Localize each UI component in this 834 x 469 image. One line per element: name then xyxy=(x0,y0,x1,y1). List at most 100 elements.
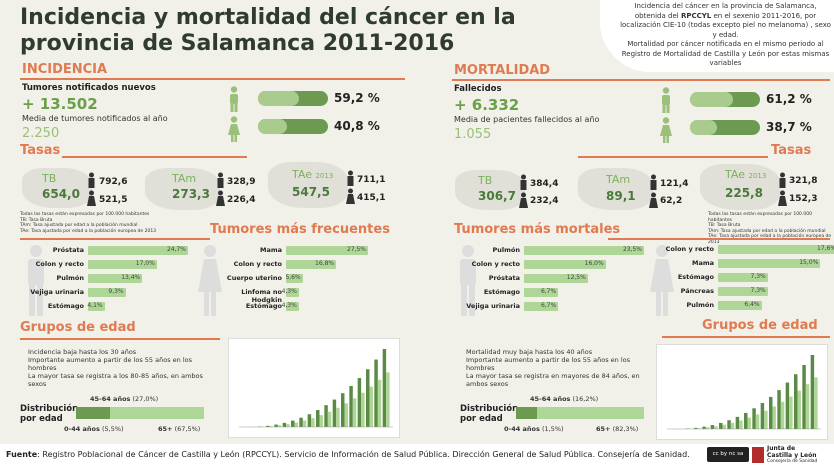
mor-grupos-header: Grupos de edad xyxy=(702,318,818,333)
tumor-label: Estómago xyxy=(245,302,282,310)
logo-line3: Consejería de Sanidad xyxy=(767,459,818,464)
incidencia-male-bar xyxy=(258,91,328,106)
tumor-bar: 9,3% xyxy=(88,288,126,297)
age-bar xyxy=(349,386,353,427)
inc-tb-label: TB xyxy=(42,172,57,185)
mor-dist-bar-45-64 xyxy=(516,407,537,419)
tumor-bar: 13,4% xyxy=(88,274,143,283)
inc-tasas-note4: TAe: Tasa ajustada por edad a la poblaci… xyxy=(20,228,157,234)
mortalidad-total: + 6.332 xyxy=(454,96,520,114)
tumor-bar: 4,3% xyxy=(282,288,299,297)
tumor-pct: 4,1% xyxy=(87,302,103,309)
mortalidad-media: 1.055 xyxy=(454,127,492,142)
mor-d1: 45-64 años xyxy=(530,395,571,403)
footer-source: Fuente: Registro Poblacional de Cáncer d… xyxy=(6,450,690,459)
incidencia-female-bar xyxy=(258,119,328,134)
tumor-bar: 17,0% xyxy=(88,260,157,269)
world-map-icon xyxy=(145,168,220,210)
mortalidad-male-bar xyxy=(690,92,760,107)
tumor-label: Próstata xyxy=(488,274,520,282)
inc-grupos-list: Incidencia baja hasta los 30 años Import… xyxy=(28,348,218,388)
tumor-pct: 24,7% xyxy=(166,246,186,253)
world-map-icon xyxy=(268,162,348,208)
mor-d2v: (1,5%) xyxy=(541,425,564,433)
incidencia-media-label-text: Media de tumores notificados al año xyxy=(22,114,168,123)
male-female-icon xyxy=(519,174,528,208)
incidencia-media: 2.250 xyxy=(22,126,60,141)
age-bar xyxy=(327,411,332,427)
inc-dist-bar-45-64 xyxy=(76,407,110,419)
age-bar xyxy=(719,422,723,429)
mor-tae-male: 321,8 xyxy=(789,176,818,186)
age-bar xyxy=(307,414,312,427)
tumor-pct: 5,6% xyxy=(285,274,301,281)
mor-d2: 0-44 años xyxy=(504,425,540,433)
mor-tasas-note3: TAm: Tasa ajustada por edad a la poblaci… xyxy=(708,228,826,234)
tumor-label: Linfoma no Hodgkin xyxy=(241,288,282,304)
mor-dist-label: Distribución por edad xyxy=(460,404,519,424)
age-bar xyxy=(282,422,287,427)
mor-grupo-item: Importante aumento a partir de los 55 añ… xyxy=(466,356,631,372)
logo-line1: Junta de xyxy=(767,445,796,452)
note-background xyxy=(600,0,834,72)
tumor-bar: 12,5% xyxy=(524,274,588,283)
inc-tb-female: 521,5 xyxy=(99,195,128,205)
inc-freq-header: Tumores más frecuentes xyxy=(210,222,390,237)
inc-grupo-item: Incidencia baja hasta los 30 años xyxy=(28,348,137,356)
inc-grupos-underline xyxy=(20,338,220,340)
mor-tasas-note1: Todas las tasas están expresadas por 100… xyxy=(708,212,812,223)
inc-d2: 0-44 años xyxy=(64,425,100,433)
inc-dist-label: Distribución por edad xyxy=(20,404,79,424)
mortalidad-header: MORTALIDAD xyxy=(454,63,551,78)
tumor-label: Estómago xyxy=(677,273,714,281)
mor-tb-male: 384,4 xyxy=(530,179,559,189)
incidencia-underline xyxy=(20,78,405,80)
age-bar xyxy=(705,427,710,429)
logo-line2: Castilla y León xyxy=(767,451,817,459)
junta-logo-text: Junta de Castilla y León Consejería de S… xyxy=(767,445,818,466)
age-bar xyxy=(794,374,798,429)
inc-grupo-item: La mayor tasa se registra a los 80-85 añ… xyxy=(28,372,203,388)
tumor-label: Vejiga urinaria xyxy=(30,288,84,296)
male-female-icon xyxy=(778,172,787,206)
age-bar xyxy=(386,372,390,427)
male-silhouette-icon xyxy=(460,245,476,316)
inc-age-chart-svg xyxy=(239,349,393,428)
male-female-icon xyxy=(87,172,96,206)
age-bar xyxy=(752,408,756,429)
male-icon xyxy=(230,86,238,112)
tumor-label: Colon y recto xyxy=(471,260,520,268)
inc-tasas-note1: Todas las tasas están expresadas por 100… xyxy=(20,212,150,217)
junta-logo-icon xyxy=(752,447,764,463)
age-bar xyxy=(722,424,726,429)
mortalidad-female-pct: 38,7 % xyxy=(766,120,812,134)
incidencia-male-pct: 59,2 % xyxy=(334,91,380,105)
tumor-bar: 17,6% xyxy=(718,245,834,254)
inc-d2v: (5,5%) xyxy=(101,425,124,433)
tumor-bar: 6,7% xyxy=(524,302,559,311)
mor-grupos-list: Mortalidad muy baja hasta los 40 años Im… xyxy=(466,348,648,388)
mor-tam-value: 89,1 xyxy=(606,189,636,203)
age-bar xyxy=(755,414,760,429)
footer xyxy=(0,444,834,469)
inc-tam-male: 328,9 xyxy=(227,177,256,187)
note-line1: Incidencia del cáncer en la provincia de… xyxy=(634,2,817,20)
age-bar xyxy=(336,407,340,427)
inc-tam-label: TAm xyxy=(172,172,197,185)
female-icon xyxy=(228,116,240,142)
tumor-bar: 15,0% xyxy=(718,259,821,268)
age-bar xyxy=(772,406,776,429)
age-bar xyxy=(747,417,751,429)
tumor-pct: 6,7% xyxy=(540,288,557,295)
incidencia-total-label: Tumores notificados nuevos xyxy=(22,83,156,93)
mor-tam-male: 121,4 xyxy=(660,179,689,189)
inc-tae-value: 547,5 xyxy=(292,185,330,199)
tumor-bar: 4,3% xyxy=(282,302,299,311)
tumor-label: Mama xyxy=(259,246,282,254)
tumor-pct: 13,4% xyxy=(121,274,141,281)
mor-age-chart-svg xyxy=(667,355,821,430)
age-bar xyxy=(299,417,303,427)
mor-tb-label: TB xyxy=(478,174,493,187)
age-bar xyxy=(785,382,790,429)
tumor-bar: 6,4% xyxy=(718,301,762,310)
